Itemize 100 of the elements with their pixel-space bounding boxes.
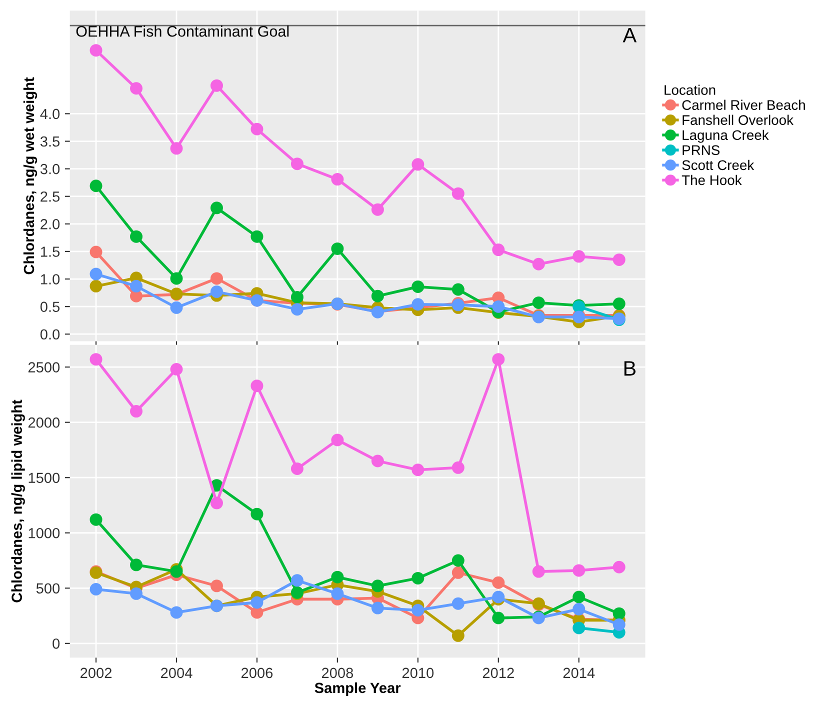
- y-axis-title: Chlordanes, ng/g wet weight: [23, 77, 38, 274]
- point: [371, 454, 384, 468]
- y-tick-label: 0.5: [40, 302, 60, 312]
- point: [452, 597, 464, 610]
- point: [170, 272, 183, 285]
- legend-label: PRNS: [682, 145, 720, 156]
- point: [612, 560, 626, 574]
- point: [250, 606, 264, 619]
- point: [452, 554, 464, 567]
- point: [612, 298, 626, 310]
- point: [452, 461, 464, 474]
- point: [532, 565, 545, 578]
- y-axis-title: Chlordanes, ng/g lipid weight: [11, 400, 25, 602]
- point: [572, 564, 586, 577]
- point: [532, 296, 545, 309]
- point: [371, 203, 384, 216]
- point: [130, 82, 143, 95]
- point: [412, 298, 424, 311]
- y-tick-label: 1.0: [40, 274, 60, 284]
- point: [412, 604, 424, 616]
- point: [90, 246, 102, 258]
- point: [331, 587, 344, 600]
- point: [210, 202, 223, 214]
- point: [290, 462, 304, 476]
- point: [532, 258, 545, 270]
- point: [130, 290, 143, 302]
- point: [290, 574, 304, 587]
- point: [452, 566, 464, 579]
- point: [90, 583, 102, 596]
- point: [250, 122, 264, 136]
- legend-label: Carmel River Beach: [682, 100, 805, 110]
- y-tick-label: 3.5: [40, 136, 60, 147]
- point: [170, 301, 183, 314]
- point: [492, 300, 505, 313]
- point: [210, 285, 223, 298]
- y-tick-label: 2000: [28, 417, 60, 428]
- point: [90, 280, 102, 292]
- point: [492, 612, 505, 624]
- legend-label: Laguna Creek: [682, 130, 769, 143]
- point: [290, 158, 304, 170]
- legend-title: Location: [664, 84, 716, 95]
- point: [210, 272, 223, 285]
- y-tick-label: 2.0: [40, 219, 60, 230]
- y-tick-label: 500: [36, 583, 60, 594]
- x-tick-label: 2012: [482, 668, 514, 678]
- y-tick-label: 4.0: [40, 108, 60, 120]
- point: [492, 576, 505, 589]
- point: [412, 280, 424, 293]
- point: [130, 230, 143, 243]
- point: [250, 596, 264, 609]
- point: [331, 570, 344, 584]
- y-tick-label: 2.5: [40, 191, 60, 202]
- x-axis-title: Sample Year: [314, 682, 401, 696]
- point: [130, 405, 143, 418]
- point: [412, 572, 424, 584]
- annotation: B: [624, 361, 636, 376]
- point: [572, 602, 586, 616]
- point: [492, 353, 505, 366]
- point: [210, 496, 223, 510]
- point: [371, 602, 384, 614]
- point: [250, 230, 264, 243]
- point: [210, 580, 223, 592]
- point: [452, 187, 464, 200]
- point: [572, 250, 586, 263]
- x-tick-label: 2008: [322, 668, 354, 678]
- y-tick-label: 1000: [28, 528, 60, 538]
- legend-label: The Hook: [682, 174, 742, 186]
- y-tick-label: 1.5: [40, 246, 60, 257]
- legend-label: Scott Creek: [682, 160, 754, 170]
- point: [90, 353, 102, 366]
- point: [210, 79, 223, 92]
- y-tick-label: 0.0: [40, 329, 60, 340]
- point: [452, 283, 464, 296]
- point: [612, 607, 626, 620]
- point: [371, 290, 384, 302]
- ref-line-label: OEHHA Fish Contaminant Goal: [76, 26, 289, 37]
- point: [170, 363, 183, 376]
- point: [412, 158, 424, 171]
- point: [290, 303, 304, 316]
- point: [612, 618, 626, 631]
- point: [492, 244, 505, 256]
- point: [250, 508, 264, 520]
- point: [130, 558, 143, 572]
- x-tick-label: 2006: [241, 668, 273, 678]
- x-tick-label: 2010: [402, 668, 434, 678]
- point: [331, 242, 344, 255]
- point: [331, 434, 344, 446]
- point: [331, 173, 344, 186]
- point: [371, 580, 384, 592]
- x-tick-label: 2004: [161, 668, 192, 678]
- x-tick-label: 2014: [563, 668, 595, 678]
- y-tick-label: 2500: [28, 362, 60, 372]
- y-tick-label: 3.0: [40, 164, 60, 174]
- point: [170, 606, 183, 619]
- point: [452, 629, 464, 642]
- point: [250, 380, 264, 392]
- point: [170, 142, 183, 155]
- point: [572, 590, 586, 604]
- point: [90, 513, 102, 526]
- x-tick-label: 2002: [80, 668, 112, 678]
